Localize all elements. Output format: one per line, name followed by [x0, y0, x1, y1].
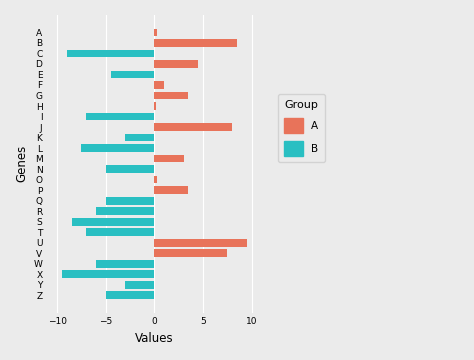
Bar	[72, 218, 155, 225]
Bar	[155, 91, 188, 99]
Bar	[155, 60, 198, 68]
Bar	[86, 228, 155, 236]
Bar	[155, 102, 156, 110]
Bar	[106, 291, 155, 299]
Bar	[110, 71, 155, 78]
Bar	[62, 270, 155, 278]
Y-axis label: Genes: Genes	[15, 145, 28, 183]
Bar	[106, 197, 155, 204]
X-axis label: Values: Values	[135, 332, 173, 345]
Bar	[155, 154, 183, 162]
Bar	[155, 28, 157, 36]
Bar	[86, 113, 155, 121]
Bar	[155, 81, 164, 89]
Bar	[125, 281, 155, 289]
Bar	[82, 144, 155, 152]
Bar	[155, 186, 188, 194]
Bar	[96, 260, 155, 267]
Bar	[96, 207, 155, 215]
Bar	[125, 134, 155, 141]
Bar	[155, 39, 237, 47]
Legend: A, B: A, B	[278, 94, 325, 162]
Bar	[155, 239, 247, 247]
Bar	[155, 249, 228, 257]
Bar	[155, 176, 157, 184]
Bar	[106, 165, 155, 173]
Bar	[155, 123, 232, 131]
Bar	[67, 50, 155, 57]
